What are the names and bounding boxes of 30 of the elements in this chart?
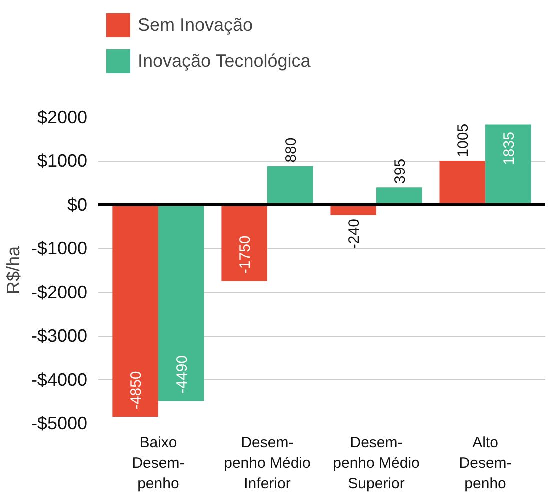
data-label: -4490	[174, 355, 191, 394]
y-tick-label: -$2000	[31, 282, 88, 302]
bar	[112, 204, 158, 417]
bar	[158, 204, 204, 402]
data-label: 1005	[455, 124, 472, 158]
legend-label: Sem Inovação	[138, 14, 254, 36]
x-tick-label: Alto Desem- penho	[459, 434, 512, 492]
legend-label: Inovação Tecnológica	[138, 50, 311, 72]
data-label: 1835	[500, 132, 518, 166]
data-label: 880	[282, 138, 300, 163]
y-tick-label: $0	[67, 194, 88, 215]
bar	[440, 160, 486, 205]
y-tick-label: $1000	[37, 151, 88, 172]
bar	[486, 124, 532, 205]
data-label: -4850	[128, 371, 146, 410]
x-tick-label: Desem- penho Médio Superior	[333, 434, 420, 492]
data-label: 395	[392, 158, 409, 184]
bar	[376, 188, 422, 205]
y-axis-title: R$/ha	[3, 245, 24, 295]
data-label: -240	[346, 219, 364, 250]
y-tick-label: -$1000	[31, 238, 88, 259]
y-tick-label: -$5000	[31, 414, 88, 434]
y-tick-label: -$3000	[31, 326, 88, 346]
bar	[267, 166, 314, 205]
x-tick-label: Desem- penho Médio Inferior	[224, 434, 311, 492]
y-tick-label: $2000	[37, 108, 88, 128]
y-tick-label: -$4000	[31, 370, 88, 390]
data-label: -1750	[237, 236, 254, 274]
x-tick-label: Baixo Desem- penho	[132, 434, 185, 492]
bar	[222, 204, 268, 282]
